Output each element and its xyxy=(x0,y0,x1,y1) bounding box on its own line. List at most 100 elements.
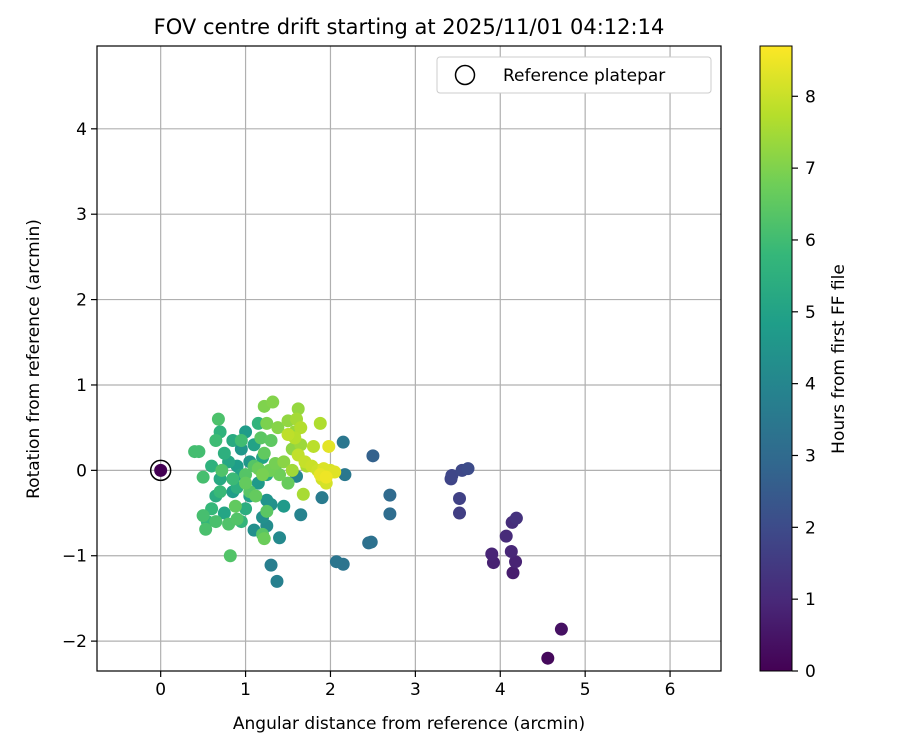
x-tick-label: 3 xyxy=(410,680,421,700)
data-point xyxy=(257,532,271,546)
colorbar: 0 1 2 3 4 5 6 7 8 Hours from first FF file xyxy=(759,45,849,682)
y-tick-label: 4 xyxy=(76,120,87,140)
y-tick-label: 0 xyxy=(76,461,87,481)
data-point xyxy=(329,555,343,569)
data-point xyxy=(256,468,270,482)
x-tick-label: 0 xyxy=(155,680,166,700)
x-tick-label: 1 xyxy=(240,680,251,700)
x-axis-ticks: 0 1 2 3 4 5 6 xyxy=(155,671,675,700)
x-axis-label: Angular distance from reference (arcmin) xyxy=(233,714,585,734)
data-point xyxy=(217,446,231,460)
data-point xyxy=(211,412,225,426)
data-point xyxy=(257,446,271,460)
data-point xyxy=(234,433,248,447)
data-point xyxy=(230,512,244,526)
data-point xyxy=(228,499,242,513)
data-point xyxy=(205,459,219,473)
legend-box xyxy=(436,56,712,94)
data-point xyxy=(554,622,568,636)
data-point xyxy=(271,421,285,435)
data-point xyxy=(541,651,555,665)
legend-marker-icon xyxy=(454,64,476,86)
data-point xyxy=(281,427,295,441)
data-point xyxy=(213,485,227,499)
colorbar-label: Hours from first FF file xyxy=(829,264,849,454)
data-point xyxy=(509,555,523,569)
y-axis-ticks: −2 −1 0 1 2 3 4 xyxy=(62,120,97,652)
grid-lines xyxy=(97,46,721,671)
colorbar-ticks: 0 1 2 3 4 5 6 7 8 xyxy=(792,87,816,682)
data-point xyxy=(364,535,378,549)
data-point xyxy=(485,547,499,561)
data-point xyxy=(264,558,278,572)
data-point xyxy=(209,515,223,529)
data-point xyxy=(509,511,523,525)
data-point xyxy=(506,566,520,580)
data-point xyxy=(249,489,263,503)
data-point xyxy=(266,395,280,409)
y-tick-label: 1 xyxy=(76,376,87,396)
data-point xyxy=(313,416,327,430)
data-point xyxy=(306,439,320,453)
colorbar-tick-label: 4 xyxy=(805,375,816,395)
colorbar-tick-label: 5 xyxy=(805,303,816,323)
x-tick-label: 5 xyxy=(580,680,591,700)
data-point xyxy=(366,449,380,463)
data-point xyxy=(273,531,287,545)
data-point xyxy=(260,416,274,430)
data-point xyxy=(453,506,467,520)
colorbar-tick-label: 7 xyxy=(805,159,816,179)
y-tick-label: −1 xyxy=(62,547,87,567)
y-tick-label: −2 xyxy=(62,632,87,652)
colorbar-tick-label: 1 xyxy=(805,590,816,610)
data-point xyxy=(260,504,274,518)
data-point xyxy=(277,455,291,469)
data-point xyxy=(294,508,308,522)
colorbar-tick-label: 8 xyxy=(805,87,816,107)
x-tick-label: 4 xyxy=(495,680,506,700)
data-point xyxy=(254,431,268,445)
data-point xyxy=(196,509,210,523)
data-point xyxy=(281,476,295,490)
data-point xyxy=(445,468,459,482)
plot-frame xyxy=(96,45,722,672)
data-point xyxy=(239,502,253,516)
data-point xyxy=(223,549,237,563)
data-point xyxy=(260,493,274,507)
data-point xyxy=(499,529,513,543)
x-tick-label: 6 xyxy=(665,680,676,700)
y-tick-label: 2 xyxy=(76,291,87,311)
reference-platepar-marker xyxy=(149,459,172,482)
data-point xyxy=(453,492,467,506)
data-point xyxy=(264,433,278,447)
data-point xyxy=(285,463,299,477)
data-point xyxy=(296,487,310,501)
data-point xyxy=(461,462,475,476)
y-axis-label: Rotation from reference (arcmin) xyxy=(24,219,44,499)
colorbar-gradient xyxy=(759,45,793,672)
data-point xyxy=(209,433,223,447)
data-point xyxy=(319,470,333,484)
data-point xyxy=(338,468,352,482)
data-point xyxy=(226,472,240,486)
data-point xyxy=(239,476,253,490)
data-point xyxy=(294,421,308,435)
colorbar-tick-label: 6 xyxy=(805,231,816,251)
y-tick-label: 3 xyxy=(76,205,87,225)
colorbar-tick-label: 2 xyxy=(805,518,816,538)
data-point xyxy=(291,402,305,416)
data-point xyxy=(383,488,397,502)
data-point xyxy=(154,463,168,477)
data-point xyxy=(192,445,206,459)
chart-title: FOV centre drift starting at 2025/11/01 … xyxy=(154,15,665,39)
data-point xyxy=(273,468,287,482)
data-point xyxy=(322,439,336,453)
data-point xyxy=(277,499,291,513)
data-point xyxy=(217,506,231,520)
data-point xyxy=(504,544,518,558)
data-point xyxy=(196,470,210,484)
colorbar-tick-label: 0 xyxy=(805,662,816,682)
legend: Reference platepar xyxy=(436,56,712,94)
data-point xyxy=(199,522,213,536)
